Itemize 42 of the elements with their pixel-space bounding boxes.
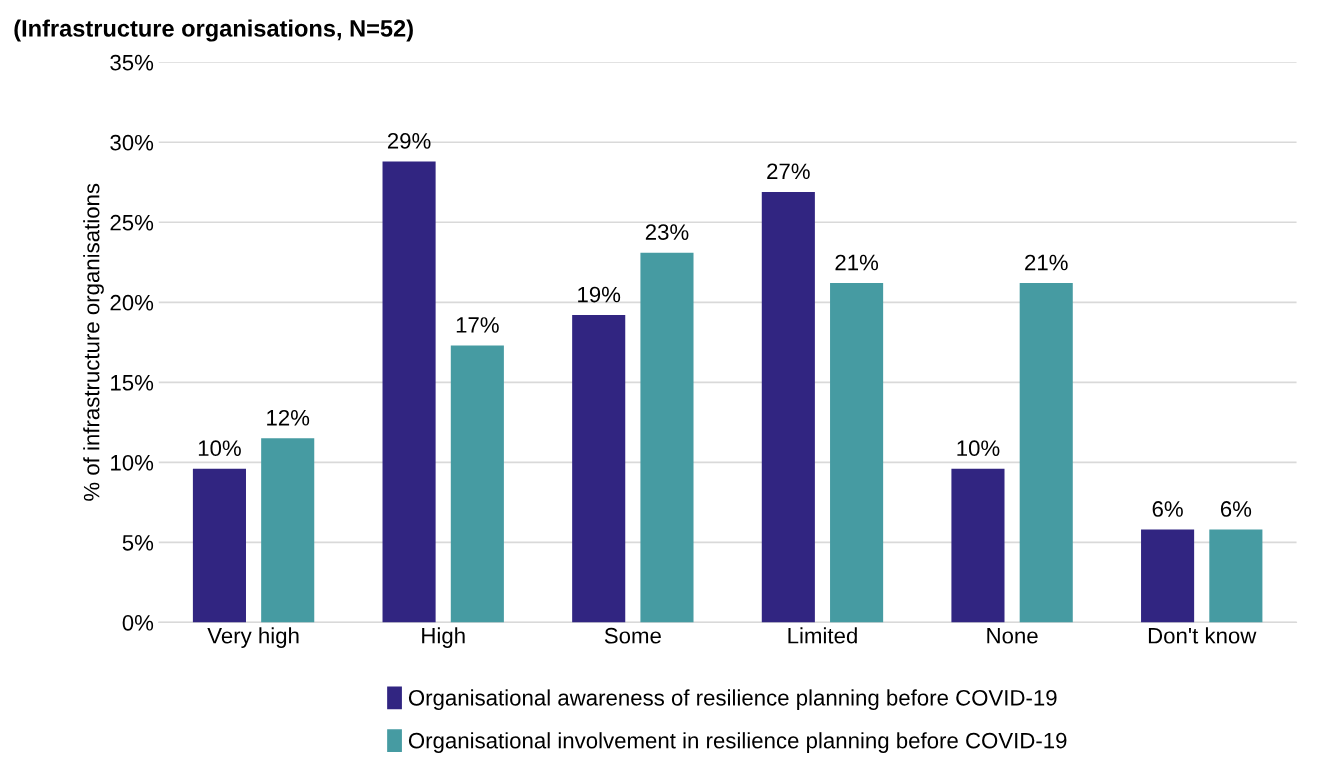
bar	[640, 252, 694, 623]
data-label: 29%	[387, 133, 431, 149]
bar	[830, 283, 884, 623]
legend-label: Organisational involvement in resilience planning before COVID-19	[408, 732, 1067, 753]
data-label: 23%	[645, 224, 689, 240]
data-label: 21%	[835, 254, 879, 271]
x-tick-label: None	[987, 628, 1038, 644]
data-label: 10%	[957, 440, 1000, 457]
data-label: 27%	[767, 163, 810, 180]
data-label: 10%	[198, 440, 241, 457]
data-label: 19%	[578, 286, 621, 303]
bar	[192, 468, 246, 623]
data-label: 17%	[456, 317, 499, 333]
x-tick-label: Don't know	[1148, 627, 1257, 644]
y-tick-label: 10%	[111, 454, 154, 471]
bar	[261, 438, 315, 623]
y-axis-title: % of infrastructure organisations	[83, 183, 104, 501]
y-tick-label: 30%	[110, 134, 154, 151]
bar	[1141, 529, 1195, 623]
data-label: 12%	[267, 409, 310, 426]
data-label: 21%	[1025, 254, 1068, 271]
data-label: 6%	[1220, 501, 1252, 517]
chart-title: (Infrastructure organisations, N=52)	[14, 19, 413, 42]
legend-label: Organisational awareness of resilience planning before COVID-19	[408, 689, 1057, 711]
x-tick-label: Some	[604, 627, 661, 644]
bar	[382, 161, 436, 623]
y-tick-label: 35%	[110, 54, 154, 71]
y-tick-label: 25%	[110, 214, 154, 231]
y-tick-label: 15%	[111, 374, 154, 391]
x-tick-label: Very high	[207, 627, 299, 648]
data-label: 6%	[1152, 501, 1183, 517]
y-tick-label: 20%	[110, 294, 154, 311]
bar	[951, 468, 1005, 623]
bar	[450, 345, 504, 623]
bar	[761, 191, 815, 623]
x-tick-label: Limited	[788, 627, 857, 644]
bar	[1209, 529, 1263, 623]
y-tick-label: 5%	[122, 535, 154, 551]
x-tick-label: High	[422, 627, 465, 648]
bar	[1019, 283, 1073, 623]
bar	[572, 315, 626, 623]
y-tick-label: 0%	[122, 614, 154, 631]
